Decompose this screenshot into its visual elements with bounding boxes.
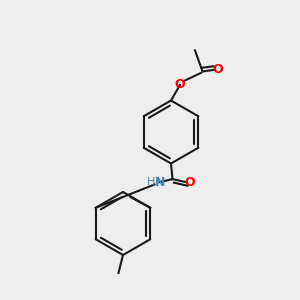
Text: O: O: [175, 78, 185, 92]
Text: H: H: [146, 177, 155, 187]
Text: O: O: [213, 63, 224, 76]
Text: O: O: [184, 176, 195, 189]
Text: N: N: [154, 176, 165, 189]
